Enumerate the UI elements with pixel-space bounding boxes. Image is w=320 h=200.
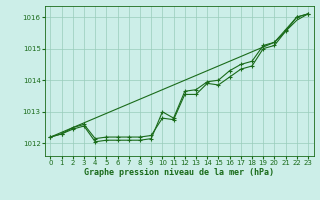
X-axis label: Graphe pression niveau de la mer (hPa): Graphe pression niveau de la mer (hPa)	[84, 168, 274, 177]
